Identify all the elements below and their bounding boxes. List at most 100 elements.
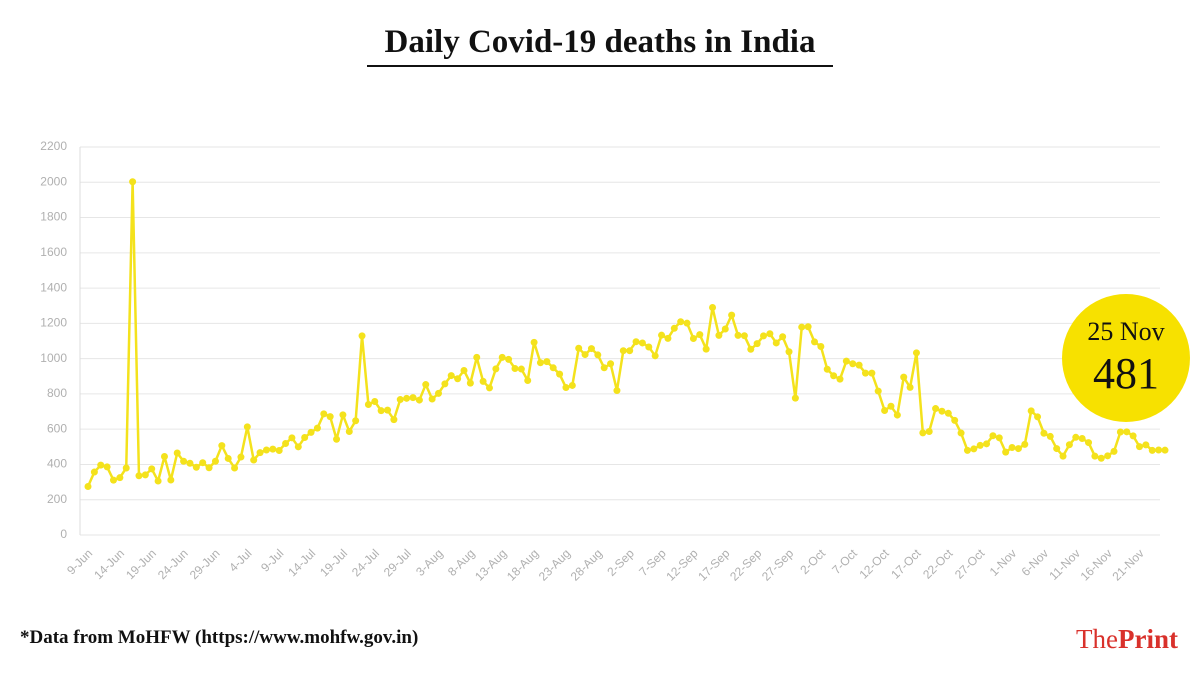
x-tick-label: 16-Nov xyxy=(1078,546,1115,583)
point xyxy=(313,424,321,432)
point xyxy=(492,365,500,373)
brand-prefix: The xyxy=(1076,624,1118,654)
point xyxy=(1059,452,1067,460)
point xyxy=(479,377,487,385)
point xyxy=(320,410,328,418)
point xyxy=(167,476,175,484)
point xyxy=(352,417,360,425)
point xyxy=(180,457,188,465)
point xyxy=(358,332,366,340)
point xyxy=(116,474,124,482)
point xyxy=(581,351,589,359)
point xyxy=(626,347,634,355)
point xyxy=(683,319,691,327)
y-tick-label: 800 xyxy=(47,386,67,400)
x-tick-label: 24-Jul xyxy=(349,546,382,579)
point xyxy=(951,416,959,424)
x-tick-label: 1-Nov xyxy=(987,546,1020,579)
brand: ThePrint xyxy=(1076,624,1178,654)
point xyxy=(944,409,952,417)
point xyxy=(989,432,997,440)
point xyxy=(568,381,576,389)
point xyxy=(390,416,398,424)
point xyxy=(696,331,704,339)
point xyxy=(97,461,105,469)
x-tick-label: 24-Jun xyxy=(155,546,191,582)
point xyxy=(339,411,347,419)
point xyxy=(243,423,251,431)
point xyxy=(428,395,436,403)
point xyxy=(460,366,468,374)
point xyxy=(912,349,920,357)
point xyxy=(1040,429,1048,437)
point xyxy=(511,365,519,373)
point xyxy=(536,359,544,367)
point xyxy=(893,411,901,419)
point xyxy=(766,330,774,338)
point xyxy=(740,332,748,340)
y-tick-label: 2000 xyxy=(40,174,67,188)
line xyxy=(86,180,1166,488)
point xyxy=(250,456,258,464)
point xyxy=(173,449,181,457)
point xyxy=(1161,446,1169,454)
point xyxy=(689,335,697,343)
point xyxy=(326,413,334,421)
point xyxy=(715,331,723,339)
point xyxy=(810,338,818,346)
point xyxy=(498,353,506,361)
point xyxy=(1072,433,1080,441)
y-tick-label: 2200 xyxy=(40,139,67,153)
point xyxy=(84,483,92,490)
point xyxy=(938,407,946,415)
point xyxy=(364,400,372,408)
point xyxy=(855,361,863,369)
point xyxy=(721,325,729,333)
point xyxy=(1091,452,1099,460)
point xyxy=(256,449,264,457)
point xyxy=(957,429,965,437)
point xyxy=(651,352,659,360)
y-tick-label: 600 xyxy=(47,421,67,435)
point xyxy=(645,343,653,351)
point xyxy=(887,402,895,410)
point xyxy=(415,396,423,404)
point xyxy=(224,454,232,462)
point xyxy=(211,457,219,465)
point xyxy=(970,445,978,453)
point xyxy=(747,345,755,353)
annotation-circle xyxy=(1062,294,1190,422)
y-tick-label: 1400 xyxy=(40,280,67,294)
point xyxy=(1097,454,1105,462)
point xyxy=(1104,452,1112,460)
point xyxy=(772,339,780,347)
point xyxy=(842,357,850,365)
point xyxy=(218,442,226,450)
point xyxy=(1129,432,1137,440)
x-tick-label: 3-Aug xyxy=(413,546,446,579)
x-tick-label: 2-Sep xyxy=(604,546,637,579)
point xyxy=(524,377,532,385)
point xyxy=(1110,447,1118,455)
point xyxy=(409,394,417,402)
y-tick-label: 1600 xyxy=(40,245,67,259)
point xyxy=(619,347,627,355)
x-tick-label: 23-Aug xyxy=(536,546,573,583)
point xyxy=(995,434,1003,442)
point xyxy=(186,459,194,467)
point xyxy=(607,360,615,368)
x-tick-label: 22-Sep xyxy=(727,546,764,583)
point xyxy=(1053,445,1061,453)
point xyxy=(932,405,940,413)
y-tick-label: 1000 xyxy=(40,351,67,365)
point xyxy=(734,331,742,339)
x-tick-label: 14-Jun xyxy=(91,546,127,582)
point xyxy=(1078,435,1086,443)
point xyxy=(677,318,685,326)
point xyxy=(1116,428,1124,436)
point xyxy=(262,446,270,454)
point xyxy=(791,394,799,402)
point xyxy=(237,453,245,461)
point xyxy=(205,464,213,472)
